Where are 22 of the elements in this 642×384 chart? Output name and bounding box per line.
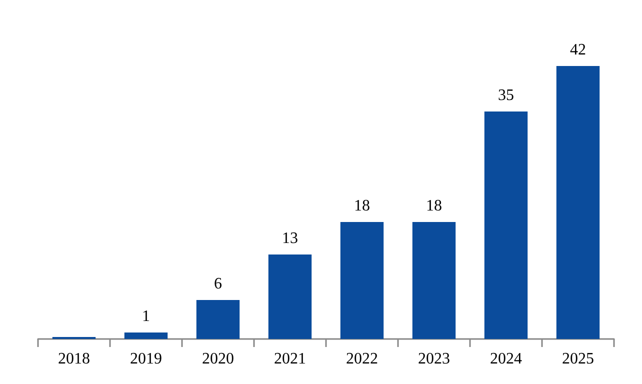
x-tick-label: 2023 [418, 350, 450, 368]
bar [340, 222, 384, 339]
bar [196, 300, 240, 339]
x-tick-label: 2018 [58, 350, 90, 368]
x-tick-label: 2024 [490, 350, 522, 368]
data-label: 1 [142, 308, 150, 325]
bar [412, 222, 456, 339]
bar [556, 66, 600, 339]
data-label: 18 [426, 198, 442, 214]
bar [484, 112, 528, 339]
data-label: 35 [498, 87, 514, 104]
data-label: 6 [214, 276, 222, 292]
x-tick-label: 2019 [130, 350, 162, 368]
data-label: 18 [354, 198, 370, 214]
bar [124, 332, 168, 339]
bar [268, 254, 312, 339]
data-label: 42 [570, 42, 586, 58]
x-tick-label: 2025 [562, 350, 594, 368]
data-label: 13 [282, 230, 298, 247]
x-tick-label: 2020 [202, 350, 234, 368]
x-tick-label: 2021 [274, 350, 306, 368]
x-tick-label: 2022 [346, 350, 378, 368]
